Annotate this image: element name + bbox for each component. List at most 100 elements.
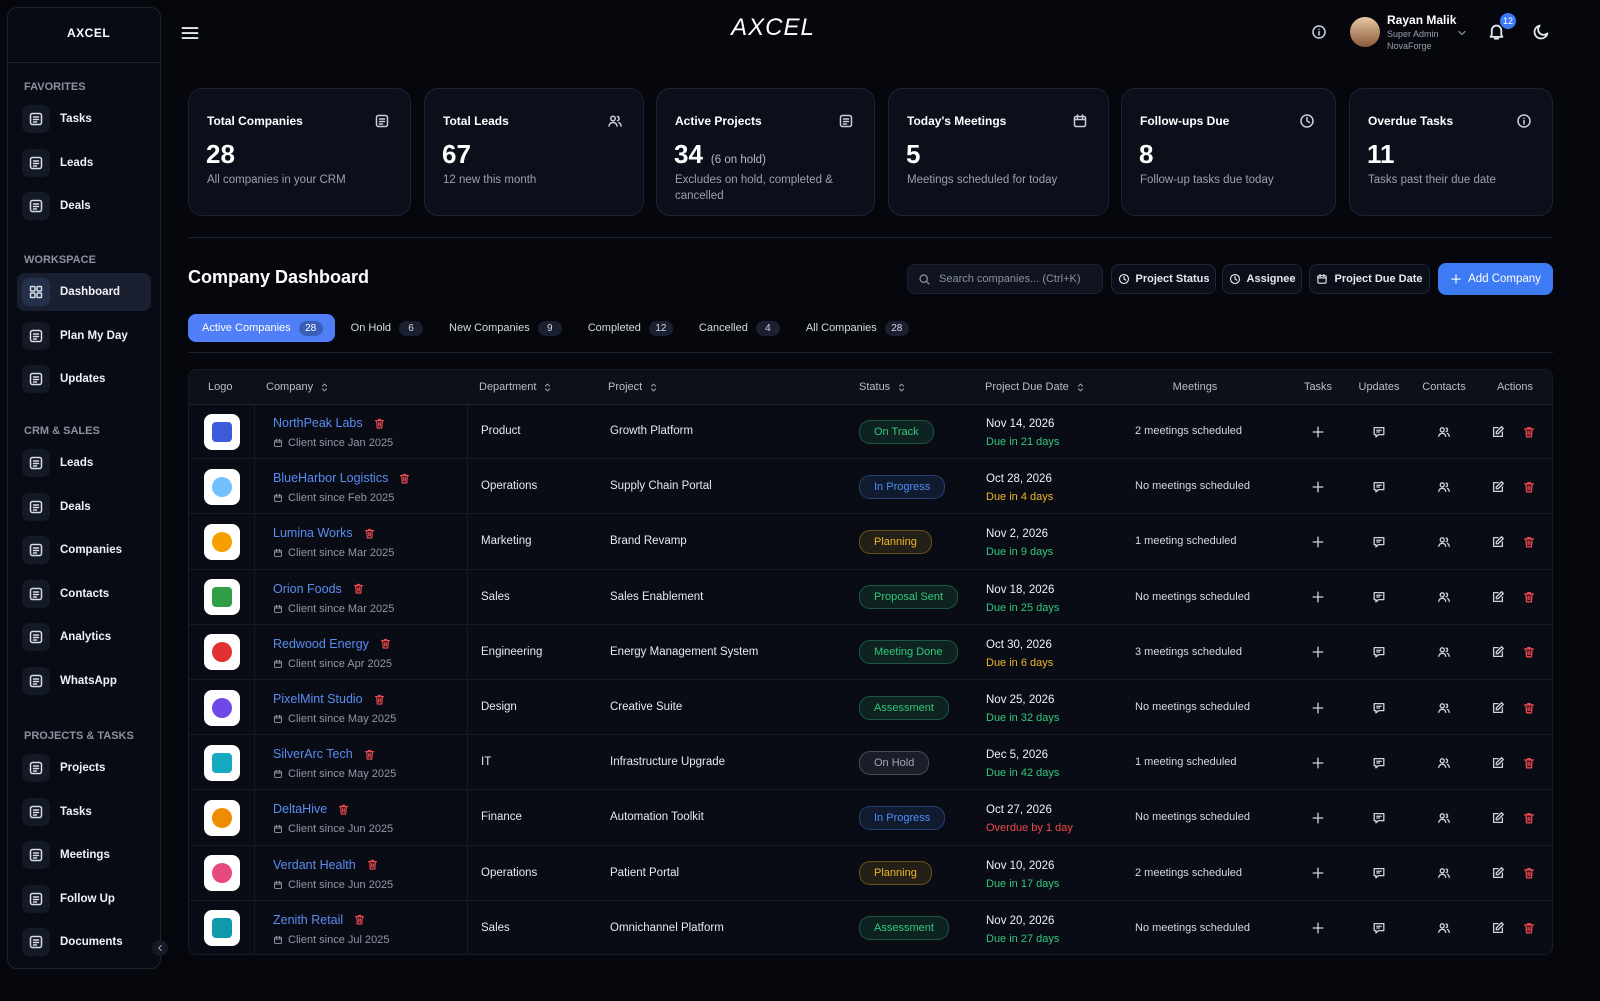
- view-contacts[interactable]: [1437, 425, 1451, 439]
- tab[interactable]: Cancelled 4: [689, 314, 790, 342]
- edit-company[interactable]: [1491, 480, 1505, 494]
- edit-company[interactable]: [1491, 811, 1505, 825]
- filter-button[interactable]: Project Status: [1111, 264, 1216, 294]
- delete-row[interactable]: [1522, 645, 1536, 659]
- add-task[interactable]: [1311, 590, 1325, 604]
- add-task[interactable]: [1311, 701, 1325, 715]
- view-updates[interactable]: [1372, 425, 1386, 439]
- nav-item[interactable]: Contacts: [17, 575, 151, 613]
- nav-item[interactable]: Plan My Day: [17, 317, 151, 355]
- nav-item[interactable]: Follow Up: [17, 880, 151, 918]
- delete-row[interactable]: [1522, 701, 1536, 715]
- view-contacts[interactable]: [1437, 756, 1451, 770]
- column-header[interactable]: Department: [479, 370, 553, 404]
- view-updates[interactable]: [1372, 480, 1386, 494]
- add-task[interactable]: [1311, 645, 1325, 659]
- company-name[interactable]: Zenith Retail: [273, 912, 344, 927]
- nav-item[interactable]: Dashboard: [17, 273, 151, 311]
- delete-company[interactable]: [366, 858, 379, 871]
- nav-item[interactable]: Tasks: [17, 793, 151, 831]
- menu-button[interactable]: [180, 23, 200, 43]
- add-task[interactable]: [1311, 866, 1325, 880]
- info-button[interactable]: [1311, 24, 1327, 40]
- edit-company[interactable]: [1491, 921, 1505, 935]
- delete-company[interactable]: [337, 803, 350, 816]
- delete-row[interactable]: [1522, 811, 1536, 825]
- view-updates[interactable]: [1372, 535, 1386, 549]
- add-task[interactable]: [1311, 535, 1325, 549]
- add-company-button[interactable]: Add Company: [1438, 263, 1553, 295]
- filter-button[interactable]: Project Due Date: [1309, 264, 1430, 294]
- company-name[interactable]: DeltaHive: [273, 802, 328, 817]
- nav-item[interactable]: Leads: [17, 144, 151, 182]
- nav-item[interactable]: Companies: [17, 531, 151, 569]
- view-updates[interactable]: [1372, 866, 1386, 880]
- delete-company[interactable]: [353, 913, 366, 926]
- nav-item[interactable]: Updates: [17, 360, 151, 398]
- column-header[interactable]: Status: [859, 370, 907, 404]
- nav-item[interactable]: WhatsApp: [17, 662, 151, 700]
- tab[interactable]: Active Companies 28: [188, 314, 335, 342]
- user-menu-toggle[interactable]: [1456, 27, 1468, 39]
- view-updates[interactable]: [1372, 590, 1386, 604]
- company-name[interactable]: PixelMint Studio: [273, 692, 363, 706]
- view-contacts[interactable]: [1437, 645, 1451, 659]
- add-task[interactable]: [1311, 756, 1325, 770]
- company-name[interactable]: Redwood Energy: [273, 636, 369, 651]
- add-task[interactable]: [1311, 425, 1325, 439]
- delete-company[interactable]: [373, 417, 386, 430]
- add-task[interactable]: [1311, 811, 1325, 825]
- nav-item[interactable]: Projects: [17, 749, 151, 787]
- tab[interactable]: All Companies 28: [796, 314, 919, 342]
- column-header[interactable]: Project: [608, 370, 659, 404]
- view-updates[interactable]: [1372, 811, 1386, 825]
- delete-row[interactable]: [1522, 425, 1536, 439]
- edit-company[interactable]: [1491, 535, 1505, 549]
- edit-company[interactable]: [1491, 756, 1505, 770]
- view-contacts[interactable]: [1437, 811, 1451, 825]
- tab[interactable]: Completed 12: [578, 314, 683, 342]
- delete-row[interactable]: [1522, 866, 1536, 880]
- search-box[interactable]: Search companies... (Ctrl+K): [907, 264, 1103, 294]
- add-task[interactable]: [1311, 480, 1325, 494]
- nav-item[interactable]: Analytics: [17, 618, 151, 656]
- add-task[interactable]: [1311, 921, 1325, 935]
- edit-company[interactable]: [1491, 425, 1505, 439]
- nav-item[interactable]: Leads: [17, 444, 151, 482]
- column-header[interactable]: Company: [266, 370, 330, 404]
- theme-toggle[interactable]: [1532, 22, 1551, 41]
- edit-company[interactable]: [1491, 590, 1505, 604]
- company-name[interactable]: NorthPeak Labs: [273, 416, 363, 430]
- company-name[interactable]: Lumina Works: [273, 526, 353, 541]
- delete-row[interactable]: [1522, 756, 1536, 770]
- collapse-button[interactable]: [152, 940, 168, 956]
- tab[interactable]: New Companies 9: [439, 314, 572, 342]
- delete-company[interactable]: [373, 693, 386, 706]
- edit-company[interactable]: [1491, 701, 1505, 715]
- view-contacts[interactable]: [1437, 535, 1451, 549]
- company-name[interactable]: Verdant Health: [273, 857, 356, 872]
- view-contacts[interactable]: [1437, 866, 1451, 880]
- company-name[interactable]: SilverArc Tech: [273, 747, 353, 762]
- delete-company[interactable]: [352, 582, 365, 595]
- view-contacts[interactable]: [1437, 921, 1451, 935]
- delete-company[interactable]: [398, 472, 411, 485]
- company-name[interactable]: BlueHarbor Logistics: [273, 471, 389, 486]
- column-header[interactable]: Project Due Date: [985, 370, 1086, 404]
- delete-company[interactable]: [363, 527, 376, 540]
- notifications-button[interactable]: [1487, 22, 1506, 41]
- delete-row[interactable]: [1522, 535, 1536, 549]
- nav-item[interactable]: Deals: [17, 488, 151, 526]
- delete-row[interactable]: [1522, 480, 1536, 494]
- view-contacts[interactable]: [1437, 701, 1451, 715]
- delete-company[interactable]: [363, 748, 376, 761]
- edit-company[interactable]: [1491, 866, 1505, 880]
- view-contacts[interactable]: [1437, 480, 1451, 494]
- nav-item[interactable]: Meetings: [17, 836, 151, 874]
- nav-item[interactable]: Tasks: [17, 100, 151, 138]
- tab[interactable]: On Hold 6: [341, 314, 433, 342]
- view-updates[interactable]: [1372, 921, 1386, 935]
- company-name[interactable]: Orion Foods: [273, 581, 342, 596]
- view-contacts[interactable]: [1437, 590, 1451, 604]
- view-updates[interactable]: [1372, 645, 1386, 659]
